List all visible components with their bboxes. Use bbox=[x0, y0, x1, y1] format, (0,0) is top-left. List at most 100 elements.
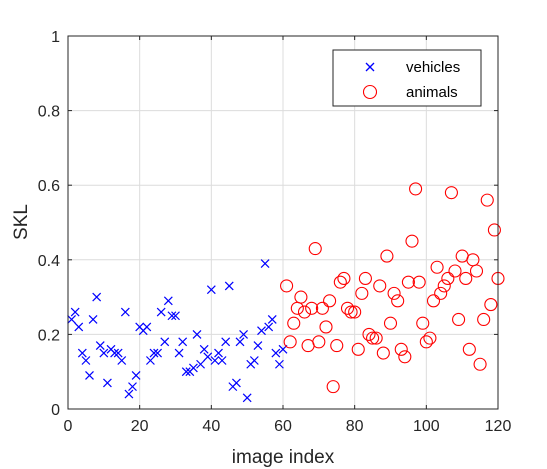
y-tick-label: 0.6 bbox=[38, 178, 60, 195]
x-tick-label: 100 bbox=[413, 418, 440, 435]
vehicle-point bbox=[214, 348, 223, 358]
animal-point bbox=[305, 301, 319, 315]
animal-point bbox=[355, 286, 369, 300]
animal-point bbox=[387, 286, 401, 300]
animal-point bbox=[323, 294, 337, 308]
vehicle-point bbox=[117, 356, 127, 365]
animal-point bbox=[362, 327, 376, 341]
vehicle-point bbox=[88, 315, 98, 324]
animal-point bbox=[426, 294, 441, 308]
y-tick-label: 0.4 bbox=[38, 253, 60, 270]
animal-point bbox=[434, 286, 448, 300]
vehicle-point bbox=[85, 371, 94, 380]
animal-point bbox=[412, 275, 426, 289]
animal-point bbox=[369, 331, 383, 345]
animal-point bbox=[373, 279, 387, 293]
animal-point bbox=[319, 320, 333, 334]
vehicle-point bbox=[131, 371, 141, 380]
animal-point bbox=[462, 342, 476, 356]
vehicle-point bbox=[178, 337, 188, 347]
animal-point bbox=[441, 271, 455, 286]
vehicle-point bbox=[264, 322, 274, 332]
vehicle-point bbox=[274, 359, 284, 369]
x-tick-label: 80 bbox=[346, 418, 364, 435]
vehicle-point bbox=[128, 382, 137, 392]
animal-point bbox=[469, 264, 484, 278]
legend-box bbox=[332, 49, 482, 107]
vehicle-point bbox=[235, 337, 245, 347]
animal-point bbox=[409, 182, 423, 196]
animal-point bbox=[430, 260, 444, 274]
legend-marker-vehicles bbox=[365, 62, 375, 72]
animal-point bbox=[337, 271, 351, 286]
animal-point bbox=[308, 242, 322, 256]
series-vehicles bbox=[67, 259, 288, 403]
vehicle-point bbox=[253, 341, 263, 351]
vehicle-point bbox=[113, 348, 123, 358]
x-tick-label: 0 bbox=[64, 418, 73, 435]
animal-point bbox=[280, 279, 294, 293]
vehicle-point bbox=[196, 359, 206, 369]
animal-point bbox=[366, 331, 380, 345]
legend: vehicles animals bbox=[332, 49, 482, 107]
x-tick-label: 60 bbox=[274, 418, 292, 435]
animal-point bbox=[419, 335, 433, 349]
animal-point bbox=[480, 193, 494, 207]
vehicle-point bbox=[110, 348, 120, 358]
y-tick-label: 0.2 bbox=[38, 327, 60, 344]
animal-point bbox=[340, 301, 355, 315]
vehicle-point bbox=[102, 378, 112, 388]
vehicle-point bbox=[70, 307, 80, 317]
vehicle-point bbox=[271, 348, 281, 358]
vehicle-point bbox=[221, 337, 231, 347]
y-axis-label: SKL bbox=[11, 204, 32, 240]
animal-point bbox=[333, 275, 347, 289]
animal-point bbox=[473, 357, 487, 371]
animal-point bbox=[416, 316, 430, 330]
animal-point bbox=[484, 298, 498, 312]
vehicle-point bbox=[167, 311, 177, 321]
x-tick-label: 40 bbox=[202, 418, 220, 435]
animal-point bbox=[398, 350, 412, 364]
vehicle-point bbox=[260, 259, 270, 268]
vehicle-point bbox=[239, 329, 249, 339]
vehicle-point bbox=[203, 352, 213, 362]
vehicle-point bbox=[188, 363, 198, 373]
animal-point bbox=[348, 305, 362, 319]
animal-point bbox=[315, 301, 329, 315]
animal-point bbox=[358, 271, 372, 286]
animal-point bbox=[487, 223, 501, 237]
animal-point bbox=[287, 316, 301, 330]
animal-point bbox=[380, 249, 394, 263]
vehicle-point bbox=[249, 356, 259, 365]
vehicle-point bbox=[242, 393, 252, 403]
vehicle-point bbox=[92, 292, 102, 302]
vehicle-point bbox=[231, 378, 241, 388]
animal-point bbox=[444, 186, 458, 200]
vehicle-point bbox=[156, 307, 166, 317]
vehicle-point bbox=[142, 322, 152, 332]
animal-point bbox=[283, 335, 297, 349]
vehicle-point bbox=[124, 389, 134, 399]
animal-point bbox=[391, 294, 405, 308]
series-animals bbox=[280, 182, 505, 394]
vehicle-point bbox=[278, 344, 288, 354]
x-tick-label: 120 bbox=[485, 418, 512, 435]
animal-point bbox=[330, 339, 344, 353]
animal-point bbox=[448, 264, 462, 278]
vehicle-point bbox=[77, 348, 87, 358]
animal-point bbox=[477, 312, 491, 327]
vehicle-point bbox=[171, 311, 180, 321]
vehicle-point bbox=[95, 341, 105, 351]
y-tick-label: 1 bbox=[51, 29, 60, 46]
animal-point bbox=[376, 346, 390, 360]
vehicle-point bbox=[120, 307, 130, 317]
animal-point bbox=[294, 290, 308, 304]
vehicle-point bbox=[210, 356, 220, 365]
animal-point bbox=[351, 342, 365, 356]
vehicle-point bbox=[224, 281, 234, 291]
y-axis-ticks: 0 0.2 0.4 0.6 0.8 1 bbox=[38, 29, 498, 419]
vehicle-point bbox=[67, 315, 77, 324]
vehicle-point bbox=[153, 348, 163, 358]
